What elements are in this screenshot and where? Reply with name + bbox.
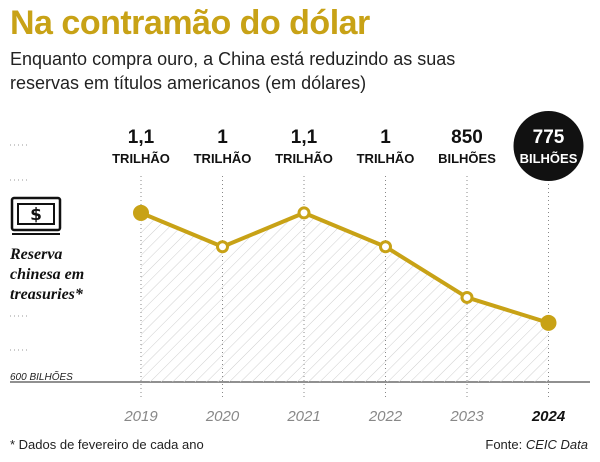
value-unit-label: TRILHÃO bbox=[357, 151, 415, 166]
x-tick-label: 2021 bbox=[286, 408, 320, 425]
data-point bbox=[540, 314, 557, 331]
value-unit-label: BILHÕES bbox=[438, 151, 496, 166]
source: Fonte: CEIC Data bbox=[485, 437, 588, 452]
source-prefix: Fonte: bbox=[485, 437, 526, 452]
highlight-badge bbox=[513, 111, 584, 181]
value-unit-label: TRILHÃO bbox=[275, 151, 333, 166]
x-tick-label: 2024 bbox=[531, 408, 566, 425]
value-label: 1,1 bbox=[128, 127, 155, 148]
x-tick-label: 2020 bbox=[205, 408, 240, 425]
value-label: 850 bbox=[451, 127, 483, 148]
baseline-label: 600 BILHÕES bbox=[10, 372, 73, 383]
series-label-line: chinesa em bbox=[10, 266, 85, 283]
value-label: 775 bbox=[533, 127, 565, 148]
source-name: CEIC Data bbox=[525, 437, 588, 452]
x-tick-label: 2023 bbox=[449, 408, 484, 425]
value-label: 1,1 bbox=[291, 127, 318, 148]
value-unit-label: BILHÕES bbox=[520, 151, 578, 166]
series-label: Reserva chinesa em treasuries* bbox=[10, 245, 120, 305]
data-point bbox=[216, 240, 229, 254]
data-point bbox=[297, 206, 311, 220]
svg-text:$: $ bbox=[30, 205, 42, 225]
x-tick-label: 2019 bbox=[123, 408, 158, 425]
chart-title: Na contramão do dólar bbox=[10, 4, 370, 42]
data-point bbox=[460, 290, 474, 304]
series-line bbox=[140, 210, 550, 325]
value-label: 1 bbox=[217, 127, 228, 148]
series-label-line: treasuries* bbox=[10, 286, 83, 303]
money-icon: $ bbox=[10, 196, 68, 243]
x-tick-label: 2022 bbox=[368, 408, 403, 425]
data-point bbox=[133, 204, 149, 221]
series-label-line: Reserva bbox=[10, 246, 63, 263]
value-unit-label: TRILHÃO bbox=[194, 151, 252, 166]
data-point bbox=[379, 240, 392, 254]
value-label: 1 bbox=[380, 127, 391, 148]
chart-subtitle: Enquanto compra ouro, a China está reduz… bbox=[10, 49, 456, 93]
footnote: * Dados de fevereiro de cada ano bbox=[10, 437, 204, 452]
area-fill bbox=[141, 212, 549, 382]
value-unit-label: TRILHÃO bbox=[112, 151, 170, 166]
